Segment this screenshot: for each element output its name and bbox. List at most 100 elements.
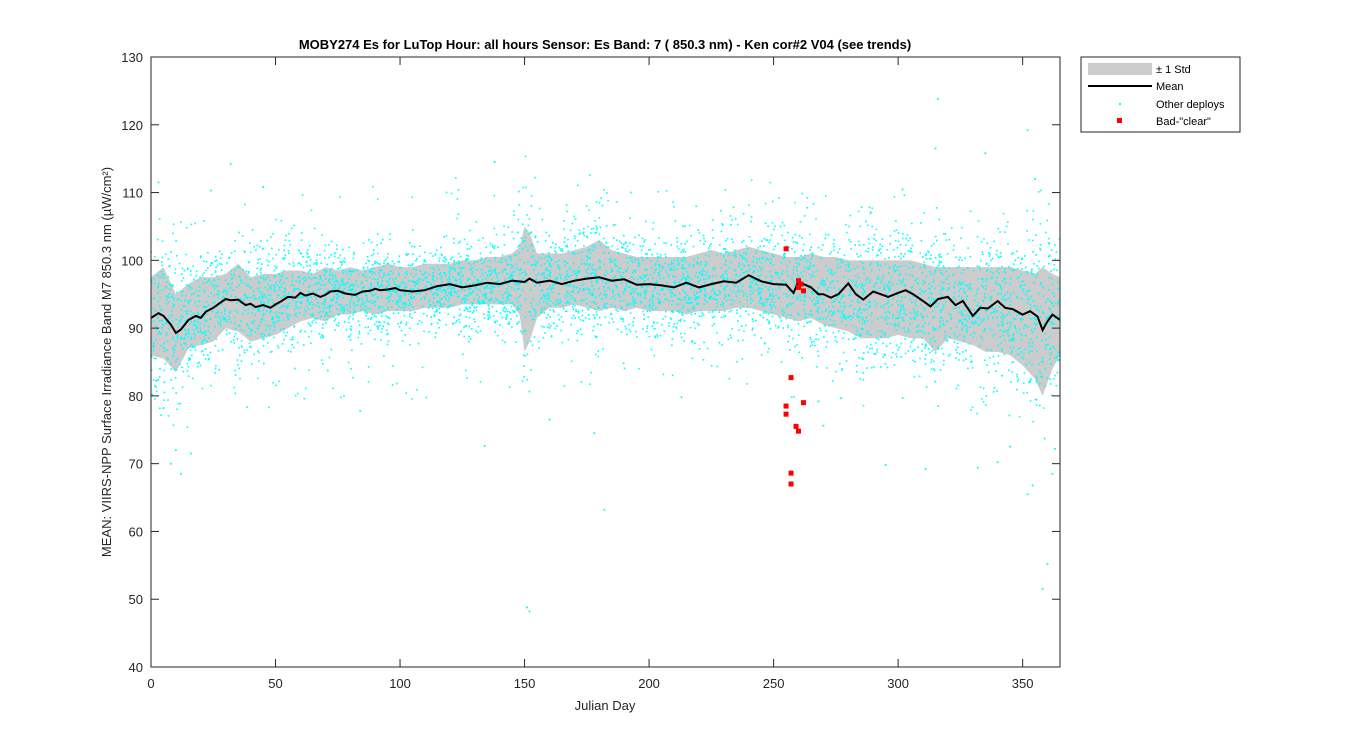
other-deploy-point (813, 304, 816, 306)
other-deploy-point (269, 328, 271, 331)
other-deploy-point (368, 270, 371, 272)
other-deploy-point (368, 239, 370, 241)
other-deploy-point (997, 362, 1000, 364)
other-deploy-point (520, 268, 523, 270)
other-deploy-point (1016, 314, 1019, 317)
other-deploy-point (617, 310, 619, 312)
other-deploy-point (412, 306, 415, 308)
other-deploy-point (768, 281, 770, 283)
other-deploy-point (601, 297, 603, 300)
other-deploy-point (586, 303, 588, 305)
other-deploy-point (158, 320, 161, 322)
other-deploy-point (644, 276, 646, 278)
other-deploy-point (917, 282, 920, 285)
other-deploy-point (653, 327, 655, 330)
other-deploy-point (502, 269, 505, 271)
other-deploy-point (201, 274, 204, 277)
other-deploy-point (1012, 333, 1015, 336)
other-deploy-point (719, 290, 722, 293)
other-deploy-point (614, 265, 617, 267)
other-deploy-point (831, 380, 834, 382)
other-deploy-point (681, 267, 684, 270)
other-deploy-point (627, 302, 629, 304)
other-deploy-point (1001, 324, 1004, 327)
other-deploy-point (481, 272, 483, 275)
other-deploy-point (214, 344, 217, 347)
other-deploy-point (956, 267, 958, 269)
other-deploy-point (199, 331, 201, 334)
other-deploy-point (976, 317, 979, 320)
other-deploy-point (999, 252, 1002, 254)
other-deploy-point (672, 330, 675, 333)
other-deploy-point (735, 295, 738, 297)
other-deploy-point (845, 324, 848, 327)
other-deploy-point (302, 278, 304, 280)
other-deploy-point (436, 322, 439, 324)
other-deploy-point (809, 266, 811, 269)
other-deploy-point (690, 302, 692, 304)
other-deploy-point (986, 242, 989, 244)
other-deploy-point (758, 275, 760, 277)
other-deploy-point (436, 249, 438, 251)
other-deploy-point (547, 298, 550, 300)
other-deploy-point (286, 331, 289, 334)
other-deploy-point (598, 294, 601, 297)
other-deploy-point (753, 269, 756, 272)
other-deploy-point (632, 300, 635, 302)
other-deploy-point (589, 252, 592, 255)
other-deploy-point (165, 295, 168, 297)
other-deploy-point (467, 310, 469, 313)
other-deploy-point (870, 334, 872, 336)
other-deploy-point (976, 265, 979, 267)
other-deploy-point (786, 296, 788, 298)
other-deploy-point (283, 331, 285, 334)
other-deploy-point (938, 261, 941, 263)
other-deploy-point (979, 268, 981, 270)
other-deploy-point (278, 274, 281, 276)
other-deploy-point (821, 281, 823, 284)
other-deploy-point (463, 309, 466, 312)
other-deploy-point (366, 279, 368, 282)
other-deploy-point (990, 329, 993, 331)
other-deploy-point (303, 314, 305, 316)
other-deploy-point (374, 262, 376, 264)
other-deploy-point (217, 278, 220, 281)
other-deploy-point (380, 283, 383, 286)
other-deploy-point (398, 272, 400, 275)
other-deploy-point (217, 301, 220, 304)
other-deploy-point (185, 332, 187, 335)
other-deploy-point (1051, 321, 1053, 324)
other-deploy-point (463, 238, 466, 241)
other-deploy-point (209, 318, 211, 321)
other-deploy-point (216, 293, 218, 296)
other-deploy-point (519, 273, 521, 276)
other-deploy-point (875, 305, 877, 307)
other-deploy-point (883, 289, 886, 291)
other-deploy-point (258, 351, 260, 354)
other-deploy-point (960, 327, 963, 329)
other-deploy-point (435, 332, 437, 334)
other-deploy-point (326, 263, 328, 266)
other-deploy-point (315, 277, 318, 279)
other-deploy-point (726, 299, 728, 302)
other-deploy-point (385, 274, 388, 277)
other-deploy-point (841, 295, 844, 298)
other-deploy-point (350, 325, 352, 328)
other-deploy-point (179, 321, 182, 323)
other-deploy-point (839, 362, 841, 365)
other-deploy-point (785, 317, 788, 320)
other-deploy-point (493, 247, 495, 250)
other-deploy-point (215, 338, 218, 341)
other-deploy-point (250, 334, 252, 336)
other-deploy-point (655, 307, 657, 309)
other-deploy-point (1000, 312, 1003, 314)
other-deploy-point (717, 294, 719, 297)
other-deploy-point (481, 278, 484, 281)
other-deploy-point (832, 243, 835, 245)
other-deploy-point (152, 297, 155, 300)
other-deploy-point (922, 325, 924, 327)
other-deploy-point (945, 278, 948, 280)
other-deploy-point (564, 296, 566, 299)
other-deploy-point (815, 338, 817, 341)
other-deploy-point (696, 322, 699, 325)
